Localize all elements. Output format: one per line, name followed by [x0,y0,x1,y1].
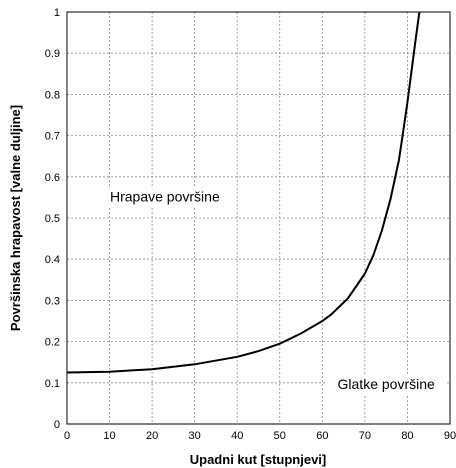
y-tick-label: 0.2 [45,337,60,349]
x-tick-label: 20 [146,430,158,442]
x-tick-label: 50 [274,430,286,442]
x-tick-label: 40 [231,430,243,442]
annotation-label: Hrapave površine [110,189,220,205]
y-tick-label: 0.9 [45,48,60,60]
x-tick-label: 70 [359,430,371,442]
x-tick-label: 60 [316,430,328,442]
x-tick-label: 10 [103,430,115,442]
y-axis-label: Površinska hrapavost [valne duljine] [8,105,23,331]
x-tick-label: 80 [401,430,413,442]
y-tick-label: 0.7 [45,131,60,143]
x-axis-label: Upadni kut [stupnjevi] [190,452,327,467]
annotation-background [100,188,230,207]
x-tick-label: 90 [444,430,456,442]
y-tick-label: 0.5 [45,213,60,225]
y-tick-label: 0.1 [45,378,60,390]
y-tick-label: 0 [54,419,60,431]
y-tick-label: 0.4 [45,254,60,266]
x-tick-label: 30 [189,430,201,442]
y-tick-label: 1 [54,7,60,19]
annotations: Hrapave površine Glatke površine [100,188,448,394]
x-tick-labels: 0 10 20 30 40 50 60 70 80 90 [64,430,456,442]
y-tick-labels: 0 0.1 0.2 0.3 0.4 0.5 0.6 0.7 0.8 0.9 1 [45,7,60,431]
y-tick-label: 0.8 [45,89,60,101]
annotation-label: Glatke površine [338,376,435,392]
series-line [66,11,421,374]
grid-lines [67,12,450,424]
annotation-background [325,375,448,394]
y-tick-label: 0.6 [45,172,60,184]
y-tick-label: 0.3 [45,295,60,307]
x-tick-label: 0 [64,430,70,442]
plot-frame [66,11,451,425]
